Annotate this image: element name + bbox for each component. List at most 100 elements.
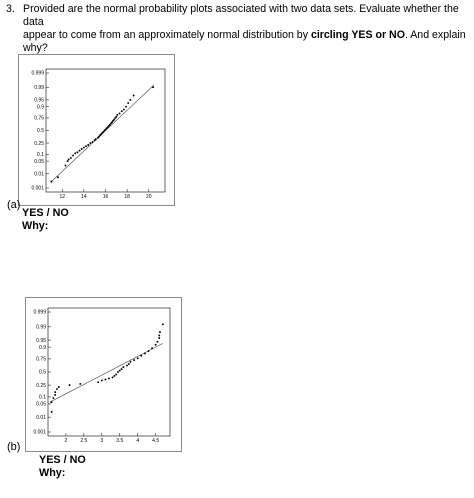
data-point bbox=[54, 391, 57, 394]
y-tick-label: 0.001 bbox=[33, 430, 46, 436]
y-tick-label: 0.001 bbox=[31, 186, 44, 192]
y-tick-label: 0.5 bbox=[39, 370, 46, 376]
data-point bbox=[117, 371, 119, 373]
data-point bbox=[129, 98, 132, 101]
data-point bbox=[152, 86, 155, 89]
data-point bbox=[74, 152, 77, 155]
data-point bbox=[76, 151, 79, 154]
data-point bbox=[115, 373, 118, 376]
data-point bbox=[91, 140, 94, 143]
data-point bbox=[97, 381, 100, 384]
part-label-b: (b) bbox=[7, 441, 21, 453]
data-point bbox=[125, 364, 128, 367]
y-tick-label: 0.25 bbox=[34, 141, 44, 147]
data-point bbox=[100, 133, 103, 136]
y-tick-label: 0.999 bbox=[33, 310, 46, 316]
data-point bbox=[120, 110, 123, 113]
data-point bbox=[143, 352, 146, 355]
y-tick-label: 0.75 bbox=[34, 116, 44, 122]
y-tick-label: 0.99 bbox=[34, 85, 44, 91]
y-tick-label: 0.999 bbox=[31, 71, 44, 77]
data-point bbox=[50, 410, 53, 413]
why-prompt-b: Why: bbox=[39, 467, 66, 479]
answer-choice-a[interactable]: YES / NO bbox=[22, 207, 69, 219]
x-tick-label: 3.5 bbox=[116, 438, 123, 444]
x-tick-label: 18 bbox=[124, 194, 130, 200]
question-line-2-end: . And explain why? bbox=[23, 29, 466, 54]
data-point bbox=[56, 176, 59, 179]
y-tick-label: 0.99 bbox=[36, 325, 46, 331]
y-tick-label: 0.95 bbox=[36, 338, 46, 344]
data-point bbox=[68, 384, 71, 387]
x-tick-label: 2.5 bbox=[80, 438, 87, 444]
answer-choice-b[interactable]: YES / NO bbox=[39, 454, 86, 466]
normal-probability-plot-b: 0.999 0.99 0.95 0.9 0.75 0.5 0.25 0.1 0.05 0.01 0.… bbox=[25, 297, 182, 452]
question-emphasis: circling YES or NO bbox=[310, 29, 405, 41]
data-point bbox=[122, 108, 125, 111]
data-point bbox=[113, 374, 116, 377]
data-point bbox=[82, 146, 85, 149]
x-tick-label: 12 bbox=[59, 194, 65, 200]
plot-a-canvas: 0.999 0.99 0.950.9 0.75 0.5 0.25 0.10.05 0.01 0.… bbox=[31, 68, 166, 200]
data-point bbox=[56, 388, 58, 390]
y-tick-label: 0.05 bbox=[36, 402, 46, 408]
plot-b-canvas: 0.999 0.99 0.950.9 0.75 0.5 0.25 0.10.05 0.01 0.… bbox=[33, 307, 171, 444]
data-point bbox=[104, 128, 107, 131]
data-point bbox=[50, 180, 53, 183]
data-point bbox=[94, 138, 97, 141]
y-tick-label: 0.5 bbox=[37, 128, 44, 134]
data-point bbox=[80, 148, 83, 150]
data-point bbox=[100, 379, 103, 382]
data-point bbox=[127, 102, 130, 104]
x-tick-label: 4.5 bbox=[152, 438, 159, 444]
y-tick-label: 0.9 bbox=[39, 345, 46, 351]
why-prompt-a: Why: bbox=[22, 220, 49, 232]
data-point bbox=[98, 135, 100, 138]
data-point bbox=[54, 393, 57, 396]
y-tick-label: 0.05 bbox=[34, 159, 44, 165]
data-point bbox=[147, 350, 150, 352]
x-tick-label: 20 bbox=[146, 194, 152, 200]
y-tick-label: 0.01 bbox=[34, 171, 44, 177]
data-point bbox=[132, 94, 135, 97]
data-point bbox=[158, 334, 161, 337]
data-point bbox=[120, 368, 123, 371]
data-point bbox=[85, 145, 87, 148]
data-point bbox=[111, 376, 114, 379]
data-point bbox=[115, 115, 118, 118]
question-line-2-start: appear to come from an approximately nor… bbox=[23, 29, 311, 41]
data-point bbox=[133, 359, 136, 362]
data-point bbox=[69, 157, 72, 159]
data-point bbox=[89, 142, 92, 145]
data-point bbox=[111, 121, 113, 124]
data-point bbox=[78, 149, 81, 152]
question-number: 3. bbox=[6, 3, 15, 15]
data-point bbox=[156, 340, 159, 343]
data-point bbox=[158, 337, 161, 339]
y-tick-label: 0.9 bbox=[37, 104, 44, 110]
data-point bbox=[57, 386, 60, 388]
data-point bbox=[102, 130, 105, 133]
y-tick-label: 0.1 bbox=[39, 395, 46, 401]
data-point bbox=[116, 113, 119, 116]
x-tick-label: 3 bbox=[100, 438, 103, 444]
data-point bbox=[67, 158, 70, 161]
data-point bbox=[125, 105, 128, 108]
data-point bbox=[122, 366, 125, 369]
question-line-2: appear to come from an approximately nor… bbox=[23, 29, 469, 55]
y-tick-label: 0.01 bbox=[36, 415, 46, 421]
data-point bbox=[129, 360, 132, 363]
part-label-a: (a) bbox=[7, 199, 21, 211]
x-tick-label: 2 bbox=[65, 438, 68, 444]
data-point bbox=[64, 164, 67, 167]
data-point bbox=[161, 323, 164, 326]
data-point bbox=[151, 347, 154, 350]
data-point bbox=[108, 377, 110, 380]
data-point bbox=[104, 378, 107, 381]
data-point bbox=[106, 126, 109, 129]
data-point bbox=[113, 118, 116, 121]
data-point bbox=[118, 369, 121, 372]
y-tick-label: 0.75 bbox=[36, 357, 46, 363]
x-tick-label: 14 bbox=[81, 194, 87, 200]
data-point bbox=[87, 143, 90, 146]
